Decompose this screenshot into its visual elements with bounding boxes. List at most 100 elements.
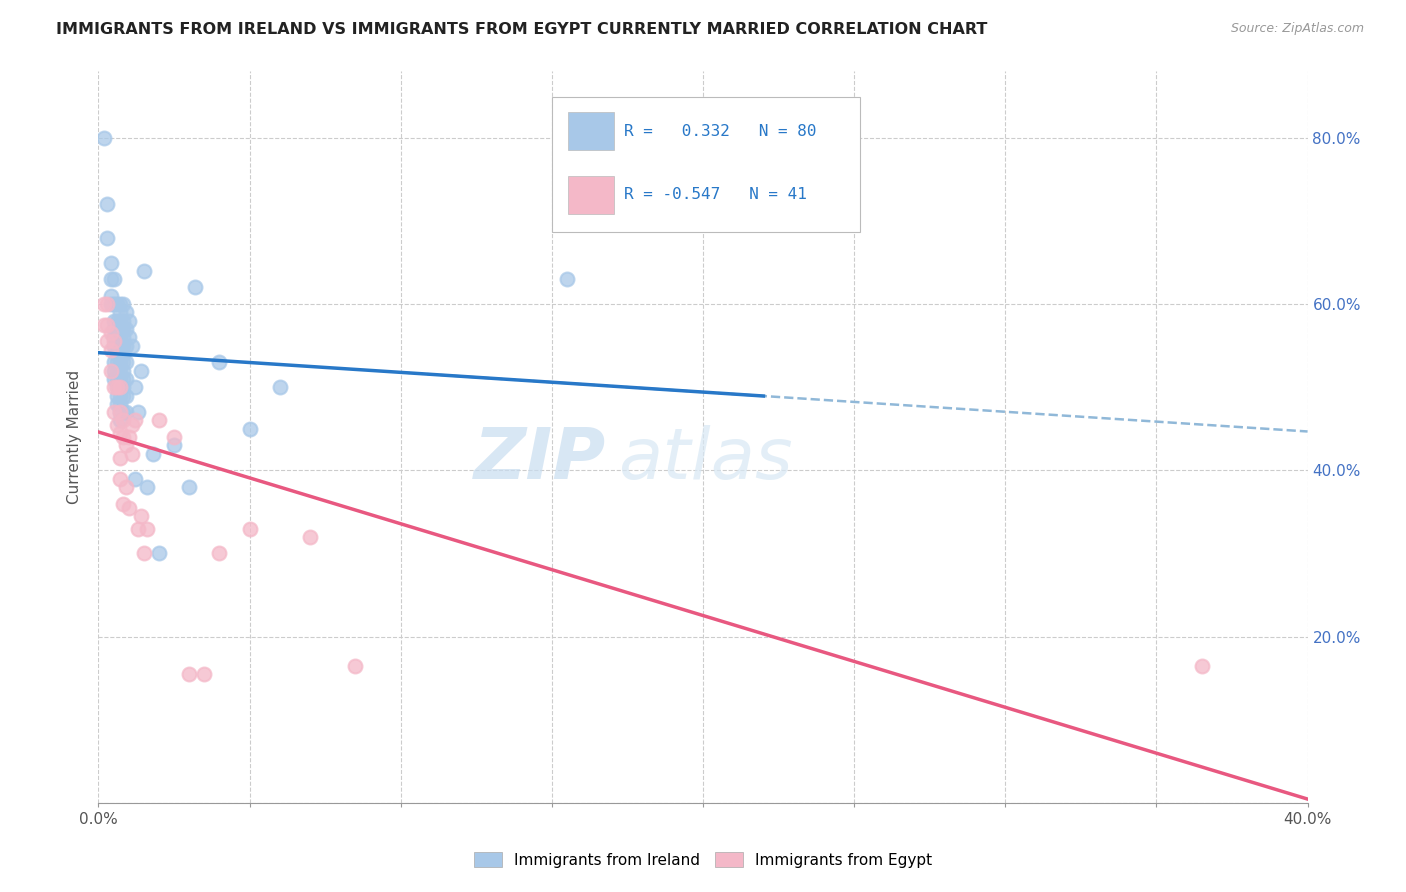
Point — [108, 314, 131, 328]
Point — [96, 230, 118, 244]
Point — [114, 372, 136, 386]
Point — [105, 330, 128, 344]
Point — [111, 380, 134, 394]
Point — [105, 314, 128, 328]
Point — [108, 347, 131, 361]
Point — [208, 355, 231, 369]
Point — [103, 372, 125, 386]
Point — [108, 372, 131, 386]
Point — [127, 521, 149, 535]
FancyBboxPatch shape — [551, 97, 860, 232]
Point — [108, 397, 131, 411]
Point — [96, 334, 118, 349]
Point — [179, 480, 201, 494]
Point — [108, 297, 131, 311]
Point — [269, 380, 291, 394]
Point — [105, 388, 128, 402]
Point — [555, 272, 578, 286]
Point — [129, 363, 152, 377]
Point — [105, 297, 128, 311]
Point — [105, 380, 128, 394]
Point — [111, 330, 134, 344]
FancyBboxPatch shape — [568, 112, 613, 151]
Legend: Immigrants from Ireland, Immigrants from Egypt: Immigrants from Ireland, Immigrants from… — [468, 846, 938, 873]
Point — [108, 388, 131, 402]
Point — [132, 546, 155, 560]
Point — [108, 472, 131, 486]
Point — [239, 521, 262, 535]
Text: IMMIGRANTS FROM IRELAND VS IMMIGRANTS FROM EGYPT CURRENTLY MARRIED CORRELATION C: IMMIGRANTS FROM IRELAND VS IMMIGRANTS FR… — [56, 22, 987, 37]
Point — [135, 480, 157, 494]
Point — [118, 500, 141, 515]
Point — [103, 334, 125, 349]
Y-axis label: Currently Married: Currently Married — [67, 370, 83, 504]
Point — [108, 355, 131, 369]
Point — [114, 322, 136, 336]
Point — [100, 363, 122, 377]
Point — [121, 338, 143, 352]
Point — [108, 450, 131, 465]
Point — [114, 438, 136, 452]
Point — [108, 413, 131, 427]
Point — [103, 272, 125, 286]
FancyBboxPatch shape — [568, 176, 613, 214]
Point — [105, 397, 128, 411]
Point — [135, 521, 157, 535]
Point — [100, 255, 122, 269]
Point — [108, 322, 131, 336]
Point — [108, 330, 131, 344]
Point — [111, 347, 134, 361]
Point — [100, 297, 122, 311]
Point — [103, 363, 125, 377]
Point — [108, 405, 131, 419]
Point — [118, 430, 141, 444]
Point — [111, 297, 134, 311]
Point — [111, 388, 134, 402]
Point — [108, 338, 131, 352]
Point — [105, 355, 128, 369]
Point — [114, 355, 136, 369]
Point — [127, 405, 149, 419]
Point — [103, 330, 125, 344]
Text: Source: ZipAtlas.com: Source: ZipAtlas.com — [1230, 22, 1364, 36]
Point — [111, 497, 134, 511]
Point — [124, 472, 146, 486]
Point — [103, 355, 125, 369]
Point — [93, 297, 115, 311]
Point — [118, 314, 141, 328]
Point — [129, 509, 152, 524]
Point — [108, 363, 131, 377]
Point — [1191, 658, 1213, 673]
Point — [108, 380, 131, 394]
Point — [111, 338, 134, 352]
Text: R =   0.332   N = 80: R = 0.332 N = 80 — [624, 124, 817, 139]
Point — [103, 322, 125, 336]
Point — [105, 380, 128, 394]
Point — [105, 372, 128, 386]
Point — [208, 546, 231, 560]
Point — [148, 546, 170, 560]
Point — [148, 413, 170, 427]
Point — [114, 388, 136, 402]
Point — [114, 405, 136, 419]
Point — [114, 305, 136, 319]
Point — [184, 280, 207, 294]
Point — [111, 322, 134, 336]
Point — [114, 338, 136, 352]
Point — [179, 667, 201, 681]
Point — [193, 667, 215, 681]
Point — [111, 363, 134, 377]
Point — [105, 338, 128, 352]
Point — [105, 363, 128, 377]
Point — [108, 425, 131, 440]
Point — [299, 530, 322, 544]
Point — [111, 355, 134, 369]
Point — [105, 417, 128, 432]
Point — [103, 297, 125, 311]
Point — [121, 417, 143, 432]
Point — [100, 343, 122, 357]
Point — [96, 318, 118, 332]
Point — [103, 314, 125, 328]
Point — [111, 314, 134, 328]
Point — [111, 372, 134, 386]
